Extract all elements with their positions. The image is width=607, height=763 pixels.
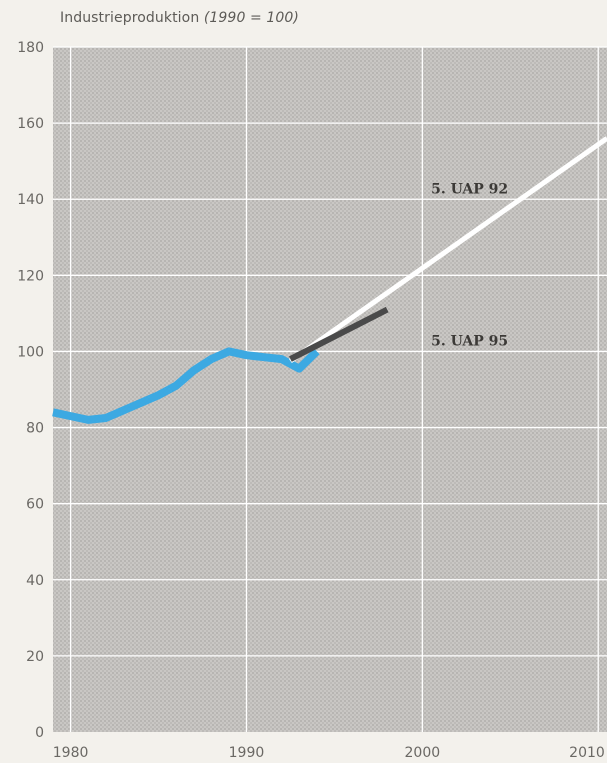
- y-axis-ticks: 0 20 40 60 80 100 120 140 160 180: [17, 40, 44, 741]
- series-label-1: 5. UAP 92: [431, 182, 508, 198]
- x-tick-label: 2000: [405, 745, 441, 761]
- y-tick-label: 100: [17, 344, 44, 360]
- y-tick-label: 140: [17, 192, 44, 208]
- grid: [53, 46, 607, 732]
- series-lines: [52, 136, 607, 424]
- chart-title: Industrieproduktion (1990 = 100): [60, 10, 299, 26]
- y-tick-label: 0: [35, 725, 44, 741]
- y-tick-label: 160: [17, 116, 44, 132]
- x-tick-label: 2010: [569, 745, 605, 761]
- x-tick-label: 1990: [229, 745, 265, 761]
- y-tick-label: 60: [26, 497, 44, 513]
- series-line-1: [288, 136, 607, 364]
- chart-title-text: Industrieproduktion: [60, 10, 200, 26]
- y-tick-label: 20: [26, 649, 44, 665]
- x-axis-ticks: 1980 1990 2000 2010: [53, 745, 605, 761]
- series-line-2: [289, 306, 389, 362]
- chart-subtitle: (1990 = 100): [203, 10, 299, 26]
- series-line-0: [52, 347, 320, 424]
- y-tick-label: 180: [17, 40, 44, 56]
- series-labels: 5. UAP 92 5. UAP 95: [431, 182, 508, 350]
- y-tick-label: 80: [26, 421, 44, 437]
- y-tick-label: 120: [17, 268, 44, 284]
- x-tick-label: 1980: [53, 745, 89, 761]
- plot-area: [53, 47, 607, 732]
- series-label-2: 5. UAP 95: [431, 334, 508, 350]
- y-tick-label: 40: [26, 573, 44, 589]
